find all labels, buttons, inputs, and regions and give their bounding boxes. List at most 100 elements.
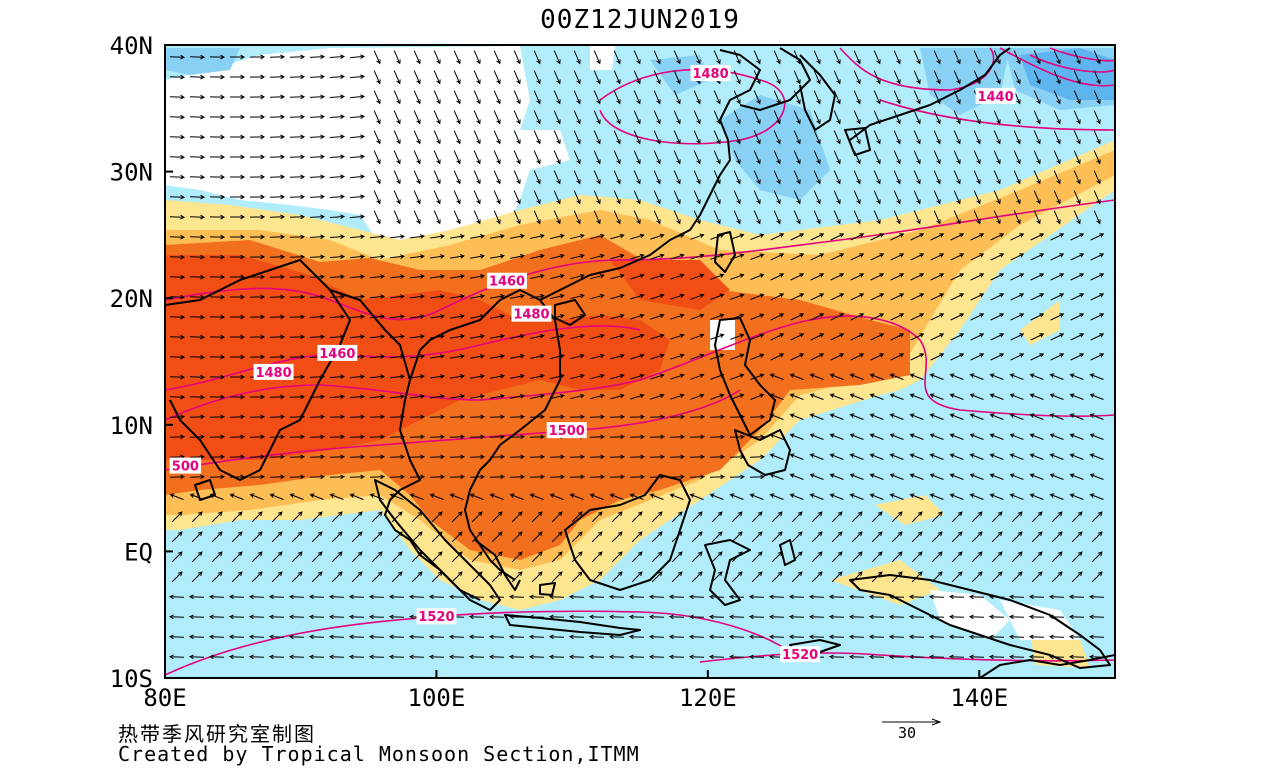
wind-vector [450,254,465,259]
wind-vector [588,654,605,660]
wind-vector [189,274,206,280]
wind-vector [248,614,265,620]
wind-vector [730,333,745,340]
wind-vector [853,130,861,145]
wind-vector [469,493,484,500]
wind-vector [328,594,345,600]
coastline-maluku [779,539,796,566]
wind-vector [209,154,226,160]
wind-vector [871,531,883,543]
wind-vector [1050,293,1065,301]
wind-vector [829,373,844,380]
coastline-sri-lanka [194,479,216,501]
wind-vector [689,493,704,500]
wind-vector [408,634,425,640]
wind-vector [713,150,721,165]
wind-vector [953,130,961,145]
wind-vector [889,393,904,400]
wind-vector [1093,190,1101,205]
wind-vector [209,114,226,120]
wind-vector [470,394,485,399]
wind-vector [450,314,465,319]
wind-vector [611,531,623,543]
wind-vector [473,190,481,205]
wind-vector [829,393,844,400]
wind-vector [429,493,444,500]
wind-vector [388,634,405,640]
wind-vector [369,314,386,319]
wind-vector [291,551,303,563]
wind-vector [309,214,326,220]
wind-vector [649,434,666,440]
wind-vector [589,414,606,420]
wind-vector [249,114,266,120]
wind-vector [809,393,824,400]
wind-vector [830,253,845,261]
wind-vector [793,190,801,205]
wind-vector [733,50,741,65]
wind-vector [349,374,366,380]
wind-vector [1089,413,1104,420]
wind-vector [1049,473,1064,480]
wind-vector [929,393,944,400]
wind-vector [929,433,944,440]
contour-label: 1500 [549,424,585,439]
wind-vector [811,551,823,563]
wind-vector [573,130,581,145]
wind-vector [331,511,343,523]
wind-vector [913,50,921,65]
wind-vector [730,293,745,300]
wind-vector [653,110,661,125]
wind-vector [933,110,941,125]
wind-vector [189,194,206,200]
wind-vector [930,313,945,321]
wind-vector [709,474,726,480]
wind-vector [653,130,661,145]
wind-vector [913,110,921,125]
wind-vector [593,70,601,85]
wind-vector [1033,210,1041,225]
wind-vector [1069,473,1084,480]
wind-vector [591,551,603,563]
wind-vector [471,531,483,543]
wind-vector [291,571,303,583]
wind-vector [1088,634,1105,640]
wind-vector [993,130,1001,145]
wind-vector [988,634,1005,640]
wind-vector [511,571,523,583]
wind-vector [709,454,726,460]
wind-vector [189,94,206,100]
wind-vector [470,274,485,279]
wind-vector [410,234,425,239]
wind-vector [229,474,246,480]
wind-vector [531,551,543,563]
wind-vector [969,413,984,420]
wind-vector [810,233,825,241]
wind-vector [729,454,746,460]
wind-vector [309,394,326,400]
wind-vector [629,414,646,420]
wind-vector [668,634,685,640]
wind-vector [873,70,881,85]
wind-vector [629,434,646,440]
wind-vector [369,354,386,359]
wind-vector [409,474,426,480]
wind-vector [911,531,923,543]
wind-vector [373,90,381,105]
wind-vector [773,210,781,225]
wind-vector [968,634,985,640]
wind-vector [450,374,465,379]
wind-vector [930,273,945,281]
wind-vector [850,253,865,261]
wind-vector [750,373,765,380]
wind-vector [813,130,821,145]
wind-vector [448,634,465,640]
wind-vector [688,654,705,660]
wind-vector [789,433,804,440]
wind-vector [888,614,905,620]
wind-vector [990,233,1005,241]
wind-vector [553,90,561,105]
wind-vector [948,614,965,620]
wind-vector [513,210,521,225]
